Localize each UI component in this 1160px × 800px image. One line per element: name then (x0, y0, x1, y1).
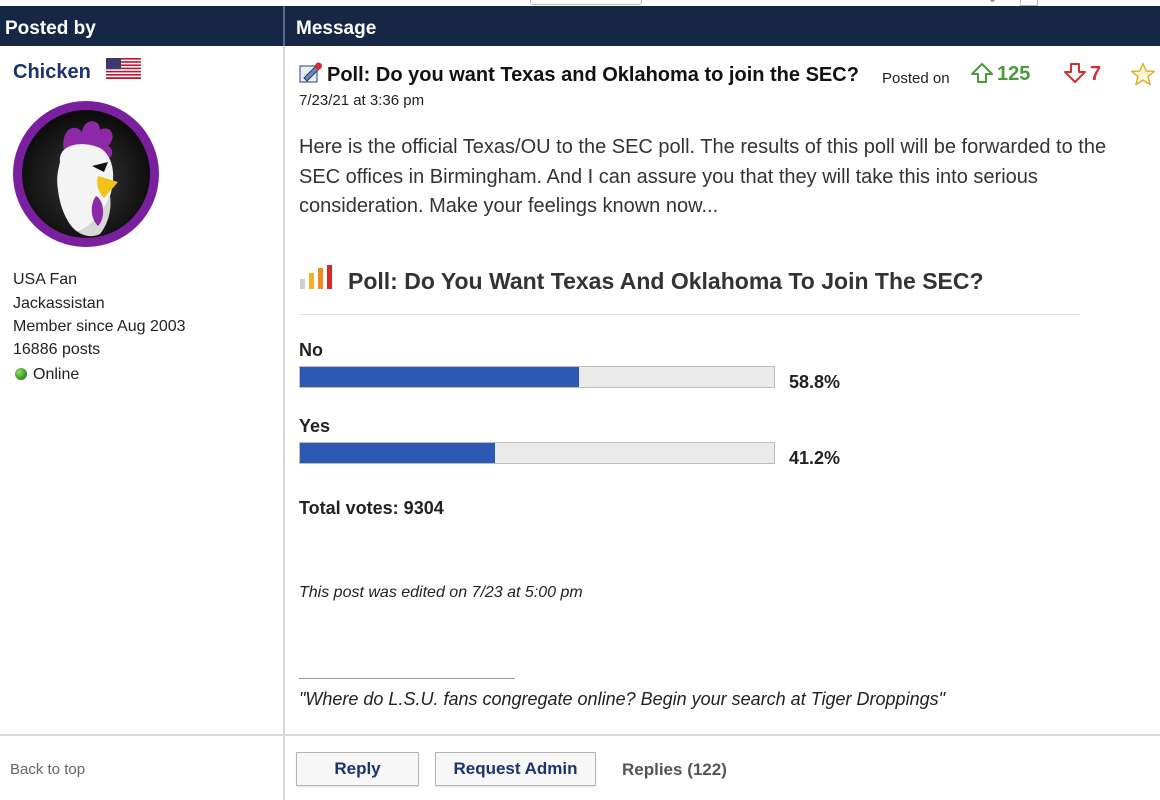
column-divider (283, 46, 285, 800)
checkbox-remnant (1020, 0, 1038, 6)
post-count: 16886 posts (13, 341, 101, 358)
upvote-arrow-icon[interactable] (970, 62, 994, 84)
user-location: Jackassistan (13, 295, 105, 312)
poll-option-percent: 41.2% (789, 448, 841, 468)
downvote-count: 7 (1090, 63, 1102, 85)
poll-total-votes: Total votes: 9304 (299, 498, 444, 518)
message-header: Message (296, 18, 377, 39)
back-to-top-link[interactable]: Back to top (10, 761, 86, 778)
poll-option-bar-fill (300, 367, 579, 387)
online-status-icon (15, 368, 27, 380)
replies-link[interactable]: Replies (122) (622, 760, 727, 779)
header-divider (283, 6, 285, 46)
post-body: Here is the official Texas/OU to the SEC… (299, 136, 1107, 217)
post-title: Poll: Do you want Texas and Oklahoma to … (327, 64, 859, 86)
edited-note: This post was edited on 7/23 at 5:00 pm (299, 584, 583, 601)
poll-option-percent: 58.8% (789, 372, 841, 392)
usa-flag-icon (106, 58, 141, 79)
member-since: Member since Aug 2003 (13, 318, 186, 335)
dot-remnant (990, 0, 995, 2)
search-box-remnant (530, 0, 642, 5)
reply-button[interactable]: Reply (296, 752, 419, 786)
poll-option-bar-fill (300, 443, 496, 463)
poll-title: Poll: Do You Want Texas And Oklahoma To … (348, 268, 984, 294)
top-toolbar-remnant (0, 0, 1160, 6)
poll-chart-icon (300, 265, 332, 289)
poll-option-bar (299, 366, 775, 388)
downvote-arrow-icon[interactable] (1063, 62, 1087, 84)
signature: "Where do L.S.U. fans congregate online?… (299, 689, 945, 709)
favorite-star-icon[interactable] (1130, 62, 1156, 87)
request-admin-button[interactable]: Request Admin (435, 752, 596, 786)
upvote-count: 125 (997, 63, 1031, 85)
poll-option-label: Yes (299, 416, 331, 436)
poll-post-icon (299, 62, 322, 83)
posted-on-label: Posted on (882, 70, 950, 87)
username-link[interactable]: Chicken (13, 61, 91, 83)
poll-option-label: No (299, 340, 323, 360)
avatar[interactable] (12, 100, 160, 248)
post-date: 7/23/21 at 3:36 pm (299, 92, 425, 109)
online-status: Online (33, 366, 80, 383)
signature-divider (299, 678, 515, 679)
posted-by-header: Posted by (5, 18, 96, 39)
user-title: USA Fan (13, 271, 78, 288)
poll-divider (299, 314, 1080, 315)
poll-option-bar (299, 442, 775, 464)
thread-header-bar (0, 6, 1160, 46)
footer-divider (0, 734, 1160, 736)
